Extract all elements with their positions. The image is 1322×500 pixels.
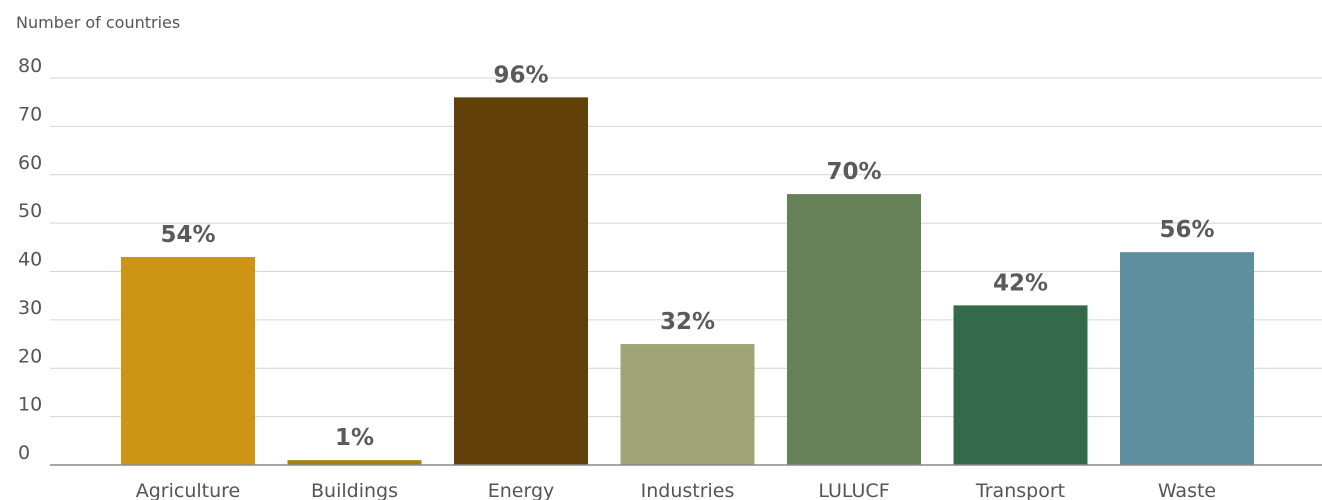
x-tick-label-agriculture: Agriculture xyxy=(136,480,241,500)
bar-lulucf xyxy=(787,194,921,465)
y-tick-label-40: 40 xyxy=(18,249,42,271)
y-tick-label-10: 10 xyxy=(18,394,42,416)
x-tick-label-waste: Waste xyxy=(1158,480,1216,500)
data-label-industries: 32% xyxy=(660,309,715,335)
data-label-waste: 56% xyxy=(1159,217,1214,243)
data-label-energy: 96% xyxy=(493,62,548,88)
y-tick-label-30: 30 xyxy=(18,297,42,319)
y-tick-label-60: 60 xyxy=(18,152,42,174)
data-label-agriculture: 54% xyxy=(160,222,215,248)
bar-agriculture xyxy=(121,256,255,465)
data-label-buildings: 1% xyxy=(335,425,374,451)
data-labels: 54% 1% 96% 32% 70% 42% 56% xyxy=(160,62,1214,451)
x-tick-label-industries: Industries xyxy=(641,480,735,500)
bar-transport xyxy=(953,305,1088,465)
y-tick-label-0: 0 xyxy=(18,442,30,464)
x-tick-label-buildings: Buildings xyxy=(311,480,398,500)
y-axis-title: Number of countries xyxy=(16,13,180,32)
x-tick-label-lulucf: LULUCF xyxy=(818,480,889,500)
data-label-transport: 42% xyxy=(993,270,1048,296)
x-tick-label-energy: Energy xyxy=(488,480,555,500)
x-tick-label-transport: Transport xyxy=(975,480,1065,500)
y-tick-label-50: 50 xyxy=(18,200,42,222)
y-tick-label-20: 20 xyxy=(18,345,42,367)
bars xyxy=(121,97,1254,465)
gridlines xyxy=(50,77,1322,418)
y-tick-label-70: 70 xyxy=(18,103,42,125)
y-axis-ticks: 0 10 20 30 40 50 60 70 80 xyxy=(18,55,42,464)
bar-waste xyxy=(1120,252,1254,465)
bar-industries xyxy=(620,344,755,465)
data-label-lulucf: 70% xyxy=(826,159,881,185)
bar-energy xyxy=(454,97,588,465)
x-axis-ticks: Agriculture Buildings Energy Industries LULU… xyxy=(136,480,1216,500)
bar-buildings xyxy=(287,460,422,465)
y-tick-label-80: 80 xyxy=(18,55,42,77)
